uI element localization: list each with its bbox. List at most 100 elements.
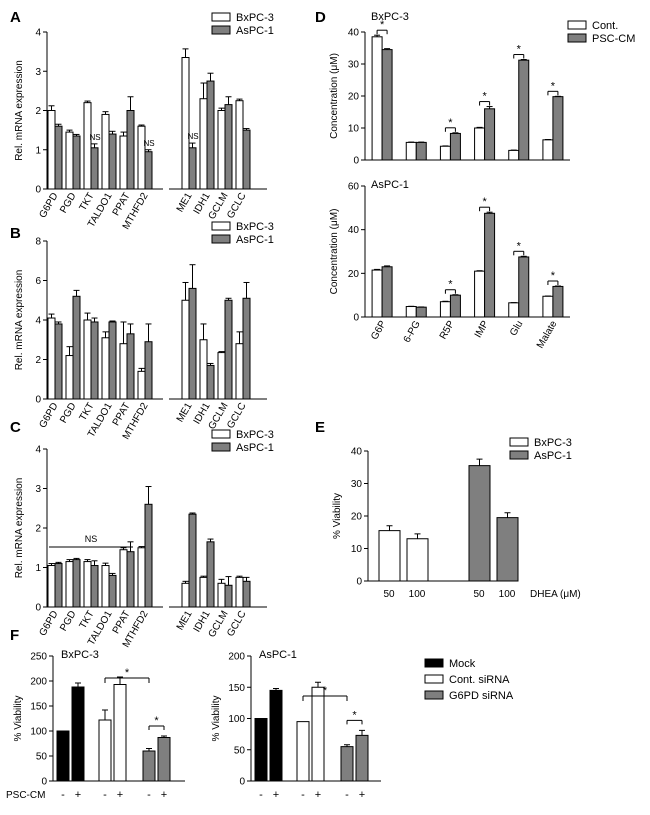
y-axis-label: Concentration (μM) xyxy=(329,53,340,139)
y-tick-label: 150 xyxy=(228,683,245,694)
x-tick-label: R5P xyxy=(438,319,457,342)
panel-subtitle: BxPC-3 xyxy=(371,11,409,23)
bar xyxy=(54,125,63,190)
bar xyxy=(542,295,554,318)
y-axis-label: Concentration (μM) xyxy=(329,209,340,295)
panel-letter-e: E xyxy=(315,419,325,436)
x-tick-label: Malate xyxy=(535,319,560,351)
y-tick-label: 30 xyxy=(348,60,360,71)
bar xyxy=(108,133,117,190)
legend-label: BxPC-3 xyxy=(236,12,274,24)
y-tick-label: 6 xyxy=(35,276,41,287)
bar xyxy=(552,285,564,318)
legend-swatch xyxy=(211,442,231,452)
legend-swatch xyxy=(211,12,231,22)
bar xyxy=(54,563,63,608)
bar xyxy=(108,321,117,400)
bar xyxy=(449,132,461,161)
x-tick-label: G6P xyxy=(369,319,389,342)
y-tick-label: 3 xyxy=(35,67,41,78)
y-tick-label: 40 xyxy=(348,28,360,39)
bar xyxy=(474,270,486,318)
bar xyxy=(126,551,135,608)
bar xyxy=(90,321,99,400)
legend-label: BxPC-3 xyxy=(236,221,274,233)
bar xyxy=(188,147,197,190)
bar xyxy=(296,721,310,782)
bar xyxy=(378,530,401,582)
bar xyxy=(119,343,128,400)
bar xyxy=(484,212,496,318)
legend-swatch xyxy=(424,658,444,668)
bar xyxy=(144,503,153,608)
bar xyxy=(415,141,427,161)
bar xyxy=(206,541,215,608)
y-tick-label: 50 xyxy=(234,745,246,756)
bar xyxy=(137,125,146,190)
y-tick-label: 100 xyxy=(228,714,245,725)
x-tick-label: + xyxy=(359,789,365,801)
bar xyxy=(439,301,451,318)
y-tick-label: 1 xyxy=(35,145,41,156)
y-tick-label: 20 xyxy=(348,92,360,103)
bar xyxy=(206,80,215,190)
x-tick-label: - xyxy=(147,789,151,801)
bar xyxy=(415,306,427,318)
x-tick-label: + xyxy=(315,789,321,801)
bar xyxy=(371,36,383,161)
y-tick-label: 20 xyxy=(351,512,363,523)
bar xyxy=(242,129,251,190)
y-tick-label: 60 xyxy=(348,182,360,193)
y-tick-label: 4 xyxy=(35,28,41,39)
y-tick-label: 3 xyxy=(35,484,41,495)
ns-annotation: NS xyxy=(143,139,154,148)
panel-letter-b: B xyxy=(10,225,21,242)
y-tick-label: 0 xyxy=(239,777,245,788)
legend-label: AsPC-1 xyxy=(236,234,274,246)
legend-label: PSC-CM xyxy=(592,33,635,45)
x-tick-label: + xyxy=(161,789,167,801)
x-tick-label: - xyxy=(259,789,263,801)
x-tick-label: + xyxy=(117,789,123,801)
y-tick-label: 4 xyxy=(35,316,41,327)
bar xyxy=(65,561,74,608)
panel-letter-f: F xyxy=(10,627,19,644)
significance-star: * xyxy=(323,685,328,697)
panel-subtitle: AsPC-1 xyxy=(259,649,297,661)
legend-swatch xyxy=(211,25,231,35)
bar xyxy=(542,139,554,161)
legend-label: AsPC-1 xyxy=(236,442,274,454)
x-tick-label: PGD xyxy=(58,609,78,633)
legend-swatch xyxy=(211,234,231,244)
bar xyxy=(439,145,451,161)
panel-letter-c: C xyxy=(10,419,21,436)
bar xyxy=(468,465,491,582)
y-tick-label: 50 xyxy=(36,752,48,763)
ns-annotation: NS xyxy=(187,132,198,141)
significance-star: * xyxy=(380,19,385,31)
bar xyxy=(518,256,530,318)
bar xyxy=(54,323,63,400)
y-tick-label: 2 xyxy=(35,106,41,117)
significance-star: * xyxy=(517,240,522,252)
legend-label: AsPC-1 xyxy=(236,25,274,37)
ns-annotation: NS xyxy=(85,534,98,544)
y-axis-label: % Viability xyxy=(211,696,222,742)
bar xyxy=(381,49,393,161)
bar xyxy=(224,104,233,190)
y-axis-label: Rel. mRNA expression xyxy=(14,60,25,161)
x-tick-label: PGD xyxy=(58,191,78,215)
y-tick-label: 0 xyxy=(353,313,359,324)
x-tick-label: - xyxy=(61,789,65,801)
bar xyxy=(101,565,110,608)
bar xyxy=(552,96,564,161)
bar xyxy=(181,582,190,608)
legend-label: AsPC-1 xyxy=(534,450,572,462)
y-axis-label: Rel. mRNA expression xyxy=(14,270,25,371)
bar xyxy=(199,576,208,608)
bar xyxy=(371,269,383,318)
x-axis-label: PSC-CM xyxy=(6,790,45,801)
x-tick-label: - xyxy=(103,789,107,801)
y-tick-label: 0 xyxy=(41,777,47,788)
